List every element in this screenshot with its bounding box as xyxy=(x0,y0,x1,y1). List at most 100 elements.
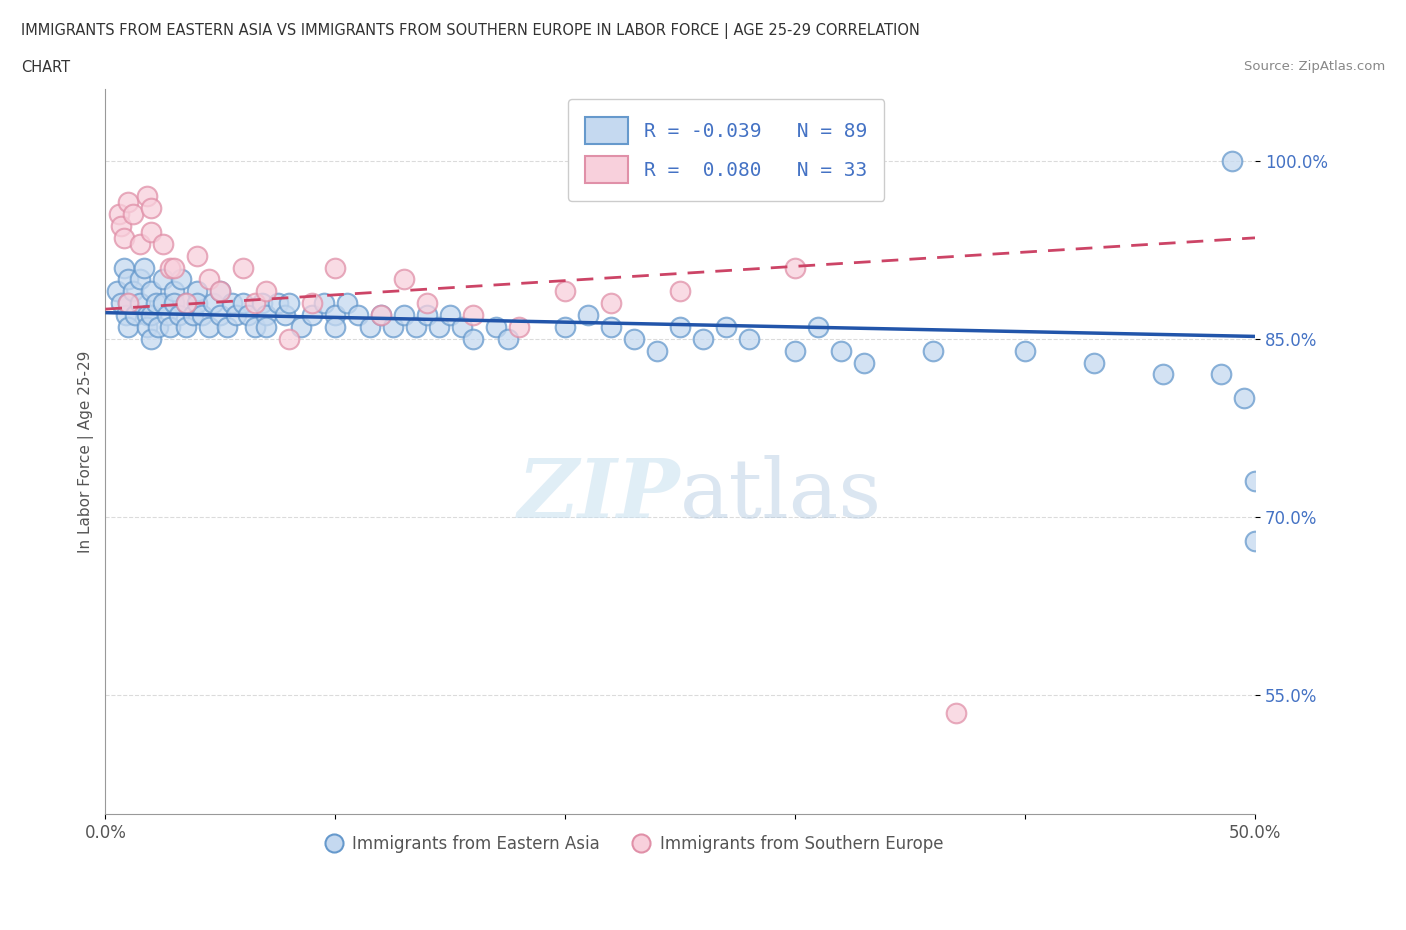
Point xyxy=(232,260,254,275)
Point xyxy=(117,296,139,311)
Point xyxy=(267,296,290,311)
Point xyxy=(922,343,945,358)
Point xyxy=(274,308,297,323)
Point xyxy=(853,355,876,370)
Point xyxy=(1244,474,1267,489)
Point xyxy=(141,284,163,299)
Point xyxy=(181,308,204,323)
Point xyxy=(254,284,277,299)
Point xyxy=(152,236,174,251)
Point xyxy=(945,706,967,721)
Point xyxy=(128,236,150,251)
Point xyxy=(669,320,692,335)
Point xyxy=(785,260,807,275)
Text: ZIP: ZIP xyxy=(517,455,681,535)
Point xyxy=(807,320,830,335)
Point xyxy=(141,224,163,239)
Point xyxy=(128,296,150,311)
Point xyxy=(135,308,157,323)
Point xyxy=(163,284,186,299)
Point xyxy=(105,284,128,299)
Point xyxy=(301,308,323,323)
Point xyxy=(170,272,193,286)
Point xyxy=(232,296,254,311)
Point xyxy=(191,308,214,323)
Text: Source: ZipAtlas.com: Source: ZipAtlas.com xyxy=(1244,60,1385,73)
Point xyxy=(156,308,179,323)
Point xyxy=(576,308,599,323)
Point xyxy=(243,320,266,335)
Point xyxy=(785,343,807,358)
Point xyxy=(198,272,221,286)
Point xyxy=(830,343,852,358)
Point xyxy=(159,260,181,275)
Point xyxy=(600,320,623,335)
Point xyxy=(186,296,208,311)
Point xyxy=(209,284,232,299)
Point xyxy=(163,260,186,275)
Point xyxy=(174,296,197,311)
Point xyxy=(115,308,138,323)
Point xyxy=(117,320,139,335)
Point xyxy=(1014,343,1036,358)
Point xyxy=(1152,367,1174,382)
Point xyxy=(738,331,761,346)
Point xyxy=(714,320,737,335)
Point xyxy=(110,296,132,311)
Point xyxy=(243,296,266,311)
Point xyxy=(485,320,508,335)
Point xyxy=(117,194,139,209)
Point xyxy=(141,201,163,216)
Point xyxy=(669,284,692,299)
Point xyxy=(370,308,392,323)
Point xyxy=(174,320,197,335)
Point xyxy=(323,260,346,275)
Point xyxy=(145,296,167,311)
Point xyxy=(254,320,277,335)
Point xyxy=(209,308,232,323)
Point xyxy=(112,260,135,275)
Point xyxy=(554,320,576,335)
Point xyxy=(623,331,645,346)
Point xyxy=(405,320,427,335)
Point xyxy=(141,308,163,323)
Point xyxy=(554,284,576,299)
Point xyxy=(108,206,131,221)
Point xyxy=(198,320,221,335)
Point xyxy=(278,296,301,311)
Point xyxy=(163,296,186,311)
Point xyxy=(427,320,450,335)
Point xyxy=(463,308,485,323)
Point xyxy=(225,308,247,323)
Point xyxy=(496,331,519,346)
Point xyxy=(209,284,232,299)
Point xyxy=(359,320,381,335)
Point xyxy=(148,320,170,335)
Point xyxy=(122,206,145,221)
Point xyxy=(1083,355,1105,370)
Point xyxy=(174,296,197,311)
Point xyxy=(439,308,461,323)
Point xyxy=(278,331,301,346)
Point xyxy=(236,308,259,323)
Point xyxy=(217,320,239,335)
Point xyxy=(312,296,335,311)
Point xyxy=(254,308,277,323)
Point xyxy=(141,331,163,346)
Point xyxy=(186,248,208,263)
Point xyxy=(290,320,312,335)
Point xyxy=(117,296,139,311)
Point xyxy=(110,219,132,233)
Point xyxy=(600,296,623,311)
Point xyxy=(301,296,323,311)
Point xyxy=(221,296,243,311)
Point xyxy=(128,272,150,286)
Point xyxy=(394,308,416,323)
Point xyxy=(152,272,174,286)
Point xyxy=(416,296,439,311)
Point xyxy=(370,308,392,323)
Y-axis label: In Labor Force | Age 25-29: In Labor Force | Age 25-29 xyxy=(79,351,94,552)
Point xyxy=(645,343,668,358)
Point xyxy=(416,308,439,323)
Point xyxy=(152,296,174,311)
